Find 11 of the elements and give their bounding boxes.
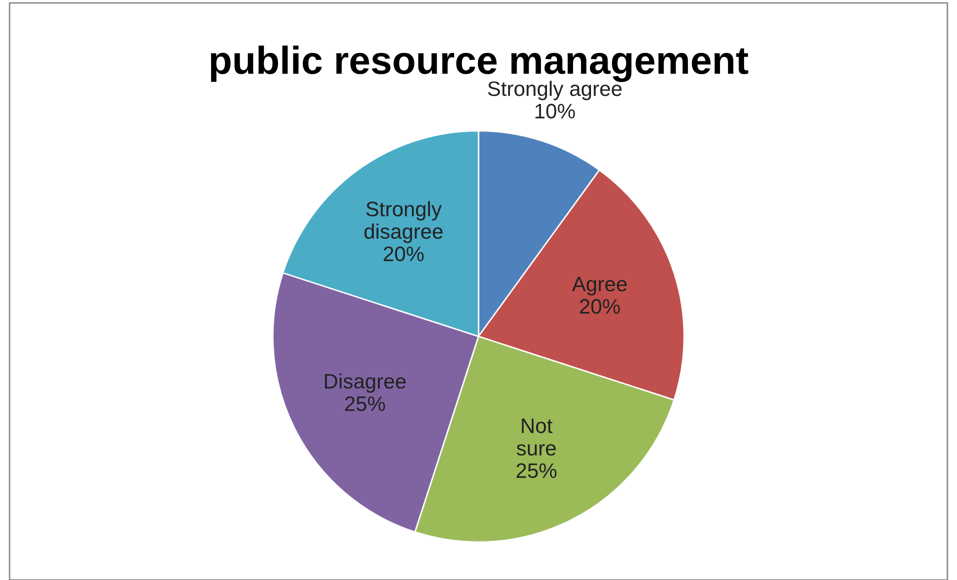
data-label: 25% (345, 396, 386, 412)
slice-label: Agree (572, 276, 627, 296)
data-label: 20% (384, 246, 424, 262)
slice-label: Disagree (324, 373, 406, 393)
data-label: 10% (535, 104, 575, 119)
data-label: 20% (580, 299, 620, 314)
chart-title: public resource management (210, 46, 748, 82)
slice-label: Strongly agree (488, 80, 622, 100)
slice-label: Not sure (516, 418, 556, 456)
slice-label: Strongly disagree (364, 201, 443, 243)
data-label: 25% (516, 463, 556, 478)
